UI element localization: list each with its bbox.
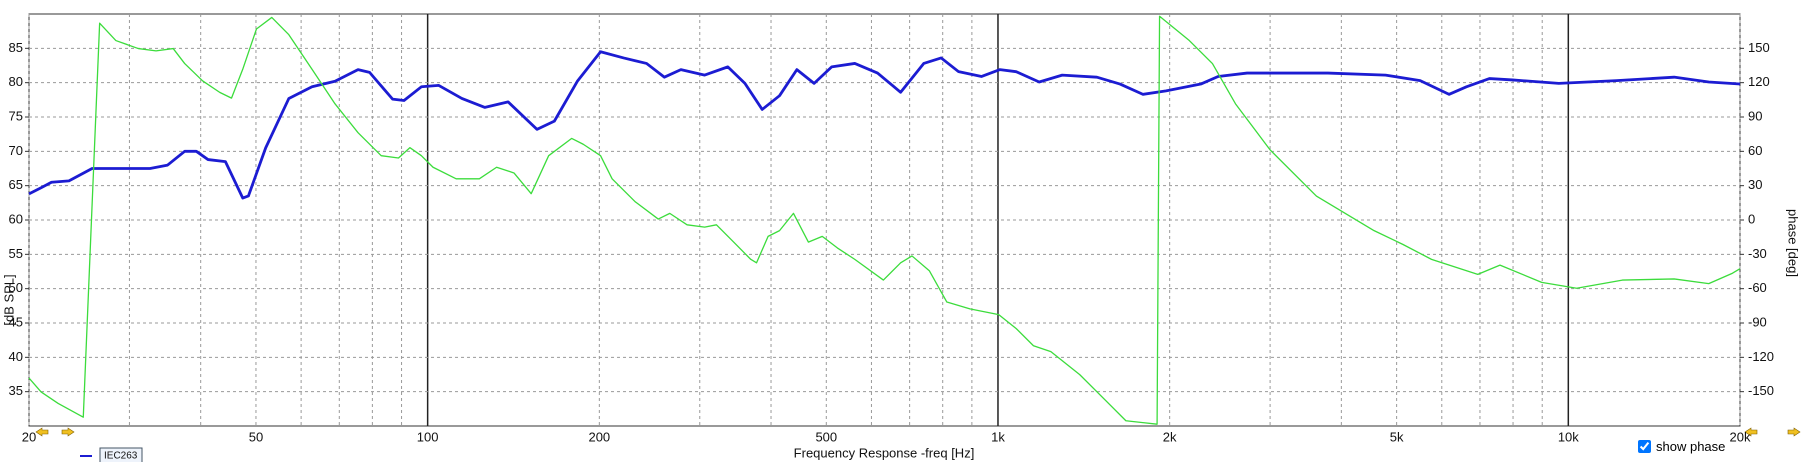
series-line [28, 15, 1741, 425]
y2-tick-label: -120 [1748, 349, 1774, 364]
y2-axis-label: phase [deg] [1786, 209, 1801, 277]
x-tick-label: 500 [815, 429, 837, 444]
y-tick-label: 65 [9, 177, 23, 192]
x-axis-label: Frequency Response -freq [Hz] [794, 445, 975, 460]
y2-tick-label: -90 [1748, 314, 1767, 329]
scroll-icons [35, 427, 1801, 437]
x-tick-label: 1k [991, 429, 1005, 444]
x-tick-label: 100 [417, 429, 439, 444]
y2-tick-label: 30 [1748, 177, 1762, 192]
y2-tick-label: 0 [1748, 211, 1755, 226]
y-tick-label: 60 [9, 211, 23, 226]
y-tick-label: 40 [9, 349, 23, 364]
y-tick-label: 45 [9, 314, 23, 329]
x-tick-label: 10k [1558, 429, 1579, 444]
x-tick-label: 20k [1730, 429, 1751, 444]
y-axis-label: [dB SPL] [1, 274, 16, 325]
show-phase-label: show phase [1656, 439, 1726, 454]
y-tick-label: 70 [9, 143, 23, 158]
x-tick-label: 200 [588, 429, 610, 444]
y-tick-label: 55 [9, 246, 23, 261]
y-tick-label: 85 [9, 40, 23, 55]
y2-tick-label: 60 [1748, 143, 1762, 158]
y2-tick-label: 150 [1748, 40, 1770, 55]
legend-box [99, 447, 143, 462]
series-line [28, 50, 1741, 200]
y-tick-label: 50 [9, 280, 23, 295]
y2-tick-label: -150 [1748, 383, 1774, 398]
y-tick-label: 35 [9, 383, 23, 398]
x-tick-label: 2k [1163, 429, 1177, 444]
x-tick-label: 20 [22, 429, 36, 444]
y2-tick-label: -30 [1748, 246, 1767, 261]
y2-tick-label: 90 [1748, 108, 1762, 123]
y2-tick-label: 120 [1748, 74, 1770, 89]
y-tick-label: 80 [9, 74, 23, 89]
x-tick-label: 5k [1390, 429, 1404, 444]
show-phase-checkbox[interactable] [1638, 440, 1651, 453]
y-tick-label: 75 [9, 108, 23, 123]
plot-area [28, 13, 1741, 427]
legend-label: IEC263 [104, 451, 138, 462]
x-tick-label: 50 [249, 429, 263, 444]
y2-tick-label: -60 [1748, 280, 1767, 295]
show-phase-toggle[interactable]: show phase [1638, 439, 1725, 454]
